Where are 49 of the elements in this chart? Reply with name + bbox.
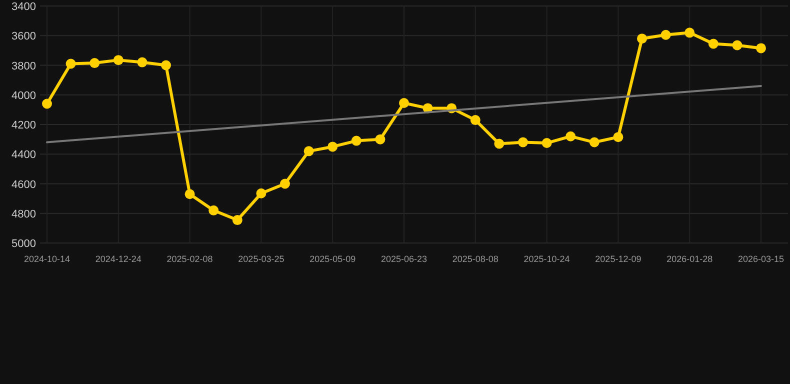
point [375,134,386,144]
y-tick-label: 4200 [12,120,36,132]
point [470,115,480,126]
point [280,178,290,189]
y-tick-label: 4400 [12,149,36,162]
point [708,38,718,49]
y-tick-label: 4000 [12,90,36,102]
y-tick-label: 4600 [12,178,36,191]
x-tick-label: 2024-10-14 [24,254,70,264]
x-tick-label: 2025-02-08 [166,254,213,264]
point [542,138,552,148]
x-tick-label: 2024-12-24 [95,254,142,264]
point [684,28,695,38]
x-tick-label: 2025-10-24 [524,254,570,264]
point [518,137,528,148]
point [90,58,100,68]
point [304,146,314,156]
point [660,30,671,40]
point [161,60,171,70]
point [256,188,266,198]
point [208,205,219,216]
point [328,142,338,152]
point [756,43,766,54]
x-tick-label: 2025-12-09 [595,254,642,264]
point [566,131,576,142]
y-tick-label: 3400 [12,1,36,13]
point [399,98,409,108]
y-tick-label: 4800 [12,208,36,220]
point [66,58,76,69]
point [232,215,242,226]
point [637,34,647,44]
y-tick-label: 3800 [12,60,36,72]
point [184,189,195,200]
x-tick-label: 2026-01-28 [666,254,713,264]
point [113,55,124,66]
x-tick-label: 2025-05-09 [310,254,356,264]
x-tick-label: 2025-03-25 [238,254,284,264]
point [613,132,624,142]
point [42,98,52,109]
point [732,40,742,50]
point [589,137,600,148]
point [494,138,504,149]
point [137,57,148,68]
x-tick-label: 2025-08-08 [452,254,498,264]
x-tick-label: 2026-03-15 [738,254,784,264]
y-tick-label: 5000 [12,238,36,250]
y-tick-label: 3600 [12,30,36,43]
x-tick-label: 2025-06-23 [380,254,428,264]
point [351,136,362,146]
